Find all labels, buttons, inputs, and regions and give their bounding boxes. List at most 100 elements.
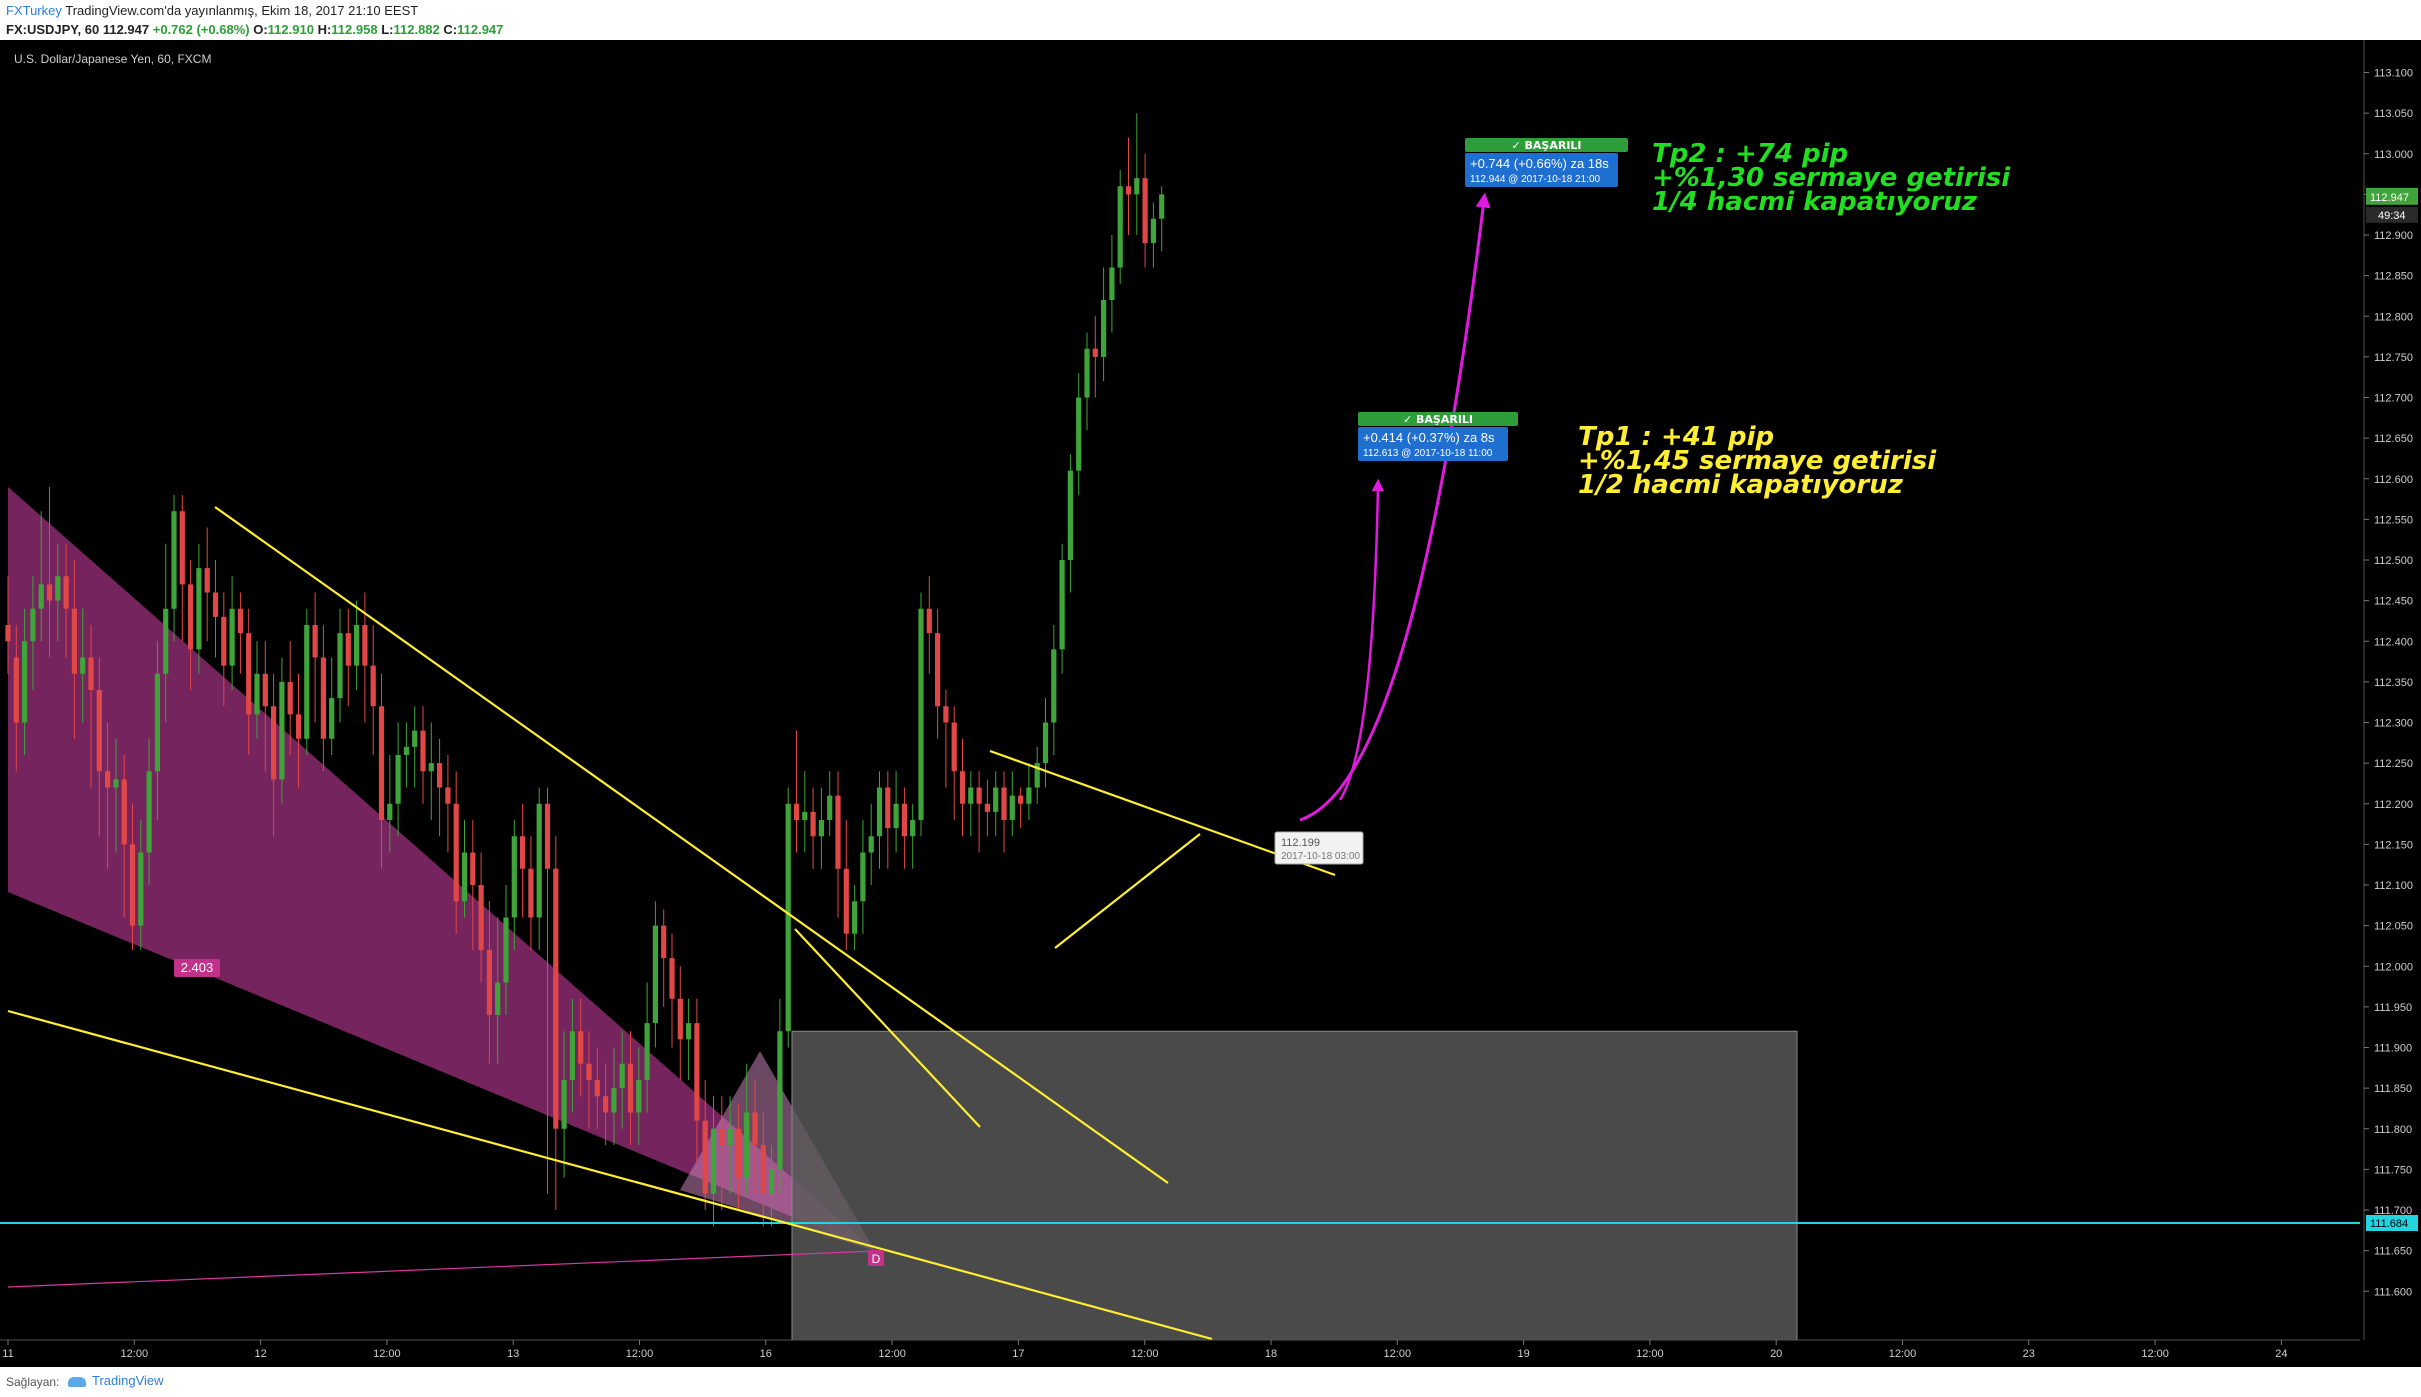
candle bbox=[702, 1080, 708, 1210]
candle bbox=[586, 1031, 592, 1129]
candle-body bbox=[752, 1112, 758, 1145]
candle bbox=[744, 1063, 750, 1194]
candle bbox=[901, 787, 907, 869]
candle-body bbox=[163, 608, 169, 674]
candle bbox=[984, 779, 990, 837]
candle bbox=[694, 998, 700, 1162]
candle-body bbox=[1009, 795, 1015, 820]
candle bbox=[710, 1096, 717, 1227]
price-tick-label: 112.900 bbox=[2374, 230, 2413, 242]
price-tick-label: 112.000 bbox=[2374, 961, 2413, 973]
candle-body bbox=[843, 868, 849, 934]
tp1-annotation-line: Tp1 : +41 pip bbox=[1578, 422, 1774, 452]
candle-body bbox=[652, 925, 658, 1024]
fib-level-bg bbox=[174, 959, 220, 977]
candle bbox=[5, 576, 11, 674]
candle bbox=[1125, 137, 1132, 235]
candle bbox=[910, 803, 916, 869]
candle bbox=[727, 1096, 733, 1194]
candle bbox=[1109, 235, 1115, 333]
support-price-label: 111.684 bbox=[2370, 1218, 2408, 1230]
candle bbox=[835, 771, 841, 918]
candle-body bbox=[1067, 470, 1073, 560]
short-trendline bbox=[794, 928, 981, 1128]
price-chart[interactable]: 2.403 D 112.199 2017-10-18 03:00 ✓ BAŞARILI +… bbox=[0, 40, 2421, 1367]
tp1-badge: ✓ BAŞARILI +0.414 (+0.37%) za 8s 112.613 @… bbox=[1358, 412, 1518, 461]
tp2-badge: ✓ BAŞARILI +0.744 (+0.66%) za 18s 112.944 … bbox=[1465, 138, 1628, 187]
candle bbox=[1134, 113, 1140, 235]
candle bbox=[852, 885, 858, 950]
candle-body bbox=[262, 673, 268, 707]
candle bbox=[271, 673, 277, 837]
candle bbox=[46, 486, 53, 658]
candle-body bbox=[818, 820, 824, 837]
tp1-badge-status-bg bbox=[1358, 412, 1518, 426]
price-tick-label: 112.100 bbox=[2374, 880, 2413, 892]
candle bbox=[412, 706, 418, 788]
candle-body bbox=[254, 673, 260, 715]
candle-body bbox=[727, 1128, 733, 1145]
candle bbox=[959, 738, 966, 837]
candle bbox=[88, 625, 94, 788]
candle-body bbox=[362, 625, 368, 666]
candle-body bbox=[295, 714, 302, 739]
publisher-link[interactable]: FXTurkey bbox=[6, 3, 62, 18]
provider-link[interactable]: TradingView bbox=[68, 1373, 164, 1388]
entry-price-text: 112.199 bbox=[1281, 837, 1320, 849]
candle-body bbox=[1059, 560, 1065, 650]
candle-body bbox=[495, 982, 501, 1015]
candle bbox=[594, 1047, 600, 1129]
last-price-label: 112.947 bbox=[2370, 192, 2409, 204]
candle bbox=[876, 771, 883, 869]
candle bbox=[420, 706, 426, 804]
candle-body bbox=[146, 771, 152, 853]
price-tick-label: 112.050 bbox=[2374, 921, 2413, 933]
price-tick-label: 112.500 bbox=[2374, 555, 2413, 567]
candle-body bbox=[453, 803, 459, 902]
candle-body bbox=[395, 755, 401, 804]
candle-body bbox=[926, 608, 932, 634]
chart-area[interactable]: 2.403 D 112.199 2017-10-18 03:00 ✓ BAŞARILI +… bbox=[0, 40, 2421, 1367]
time-tick-label: 12 bbox=[254, 1348, 266, 1360]
candle-body bbox=[196, 568, 202, 650]
candle bbox=[312, 592, 318, 723]
candle bbox=[55, 543, 61, 642]
candle bbox=[146, 738, 152, 885]
candle bbox=[669, 933, 675, 1048]
candle bbox=[1018, 787, 1024, 829]
symbol-label: FX:USDJPY, 60 bbox=[6, 22, 100, 37]
candle bbox=[1001, 771, 1007, 853]
candle bbox=[1150, 202, 1156, 268]
candle-body bbox=[478, 885, 484, 950]
candle-body bbox=[1109, 267, 1115, 300]
candle bbox=[619, 1031, 625, 1129]
candle bbox=[868, 803, 874, 885]
price-tick-label: 112.600 bbox=[2374, 474, 2413, 486]
candle bbox=[196, 543, 202, 674]
candle bbox=[171, 495, 177, 642]
candle-body bbox=[113, 779, 119, 788]
time-tick-label: 12:00 bbox=[1889, 1348, 1917, 1360]
candle-body bbox=[918, 608, 924, 820]
last-price-badge: 112.947 49:34 bbox=[2366, 187, 2418, 223]
candle-body bbox=[445, 787, 451, 804]
candle bbox=[569, 998, 575, 1113]
candle bbox=[370, 625, 376, 755]
candle-body bbox=[271, 706, 277, 780]
candle bbox=[138, 820, 144, 950]
price-tick-label: 111.800 bbox=[2374, 1124, 2412, 1136]
candle bbox=[437, 738, 443, 837]
price-tick-label: 112.850 bbox=[2374, 271, 2413, 283]
candle-body bbox=[735, 1128, 741, 1178]
candle-body bbox=[785, 803, 791, 1032]
price-tick-label: 111.950 bbox=[2374, 1002, 2412, 1014]
candle bbox=[254, 641, 260, 739]
tp1-curve bbox=[1338, 478, 1385, 801]
candle-body bbox=[1051, 649, 1057, 723]
candle-body bbox=[627, 1063, 634, 1113]
tp1-badge-change: +0.414 (+0.37%) za 8s bbox=[1363, 430, 1495, 445]
candle bbox=[154, 641, 160, 820]
candle bbox=[843, 820, 849, 950]
candle-body bbox=[1026, 787, 1032, 804]
candle-body bbox=[669, 958, 675, 999]
